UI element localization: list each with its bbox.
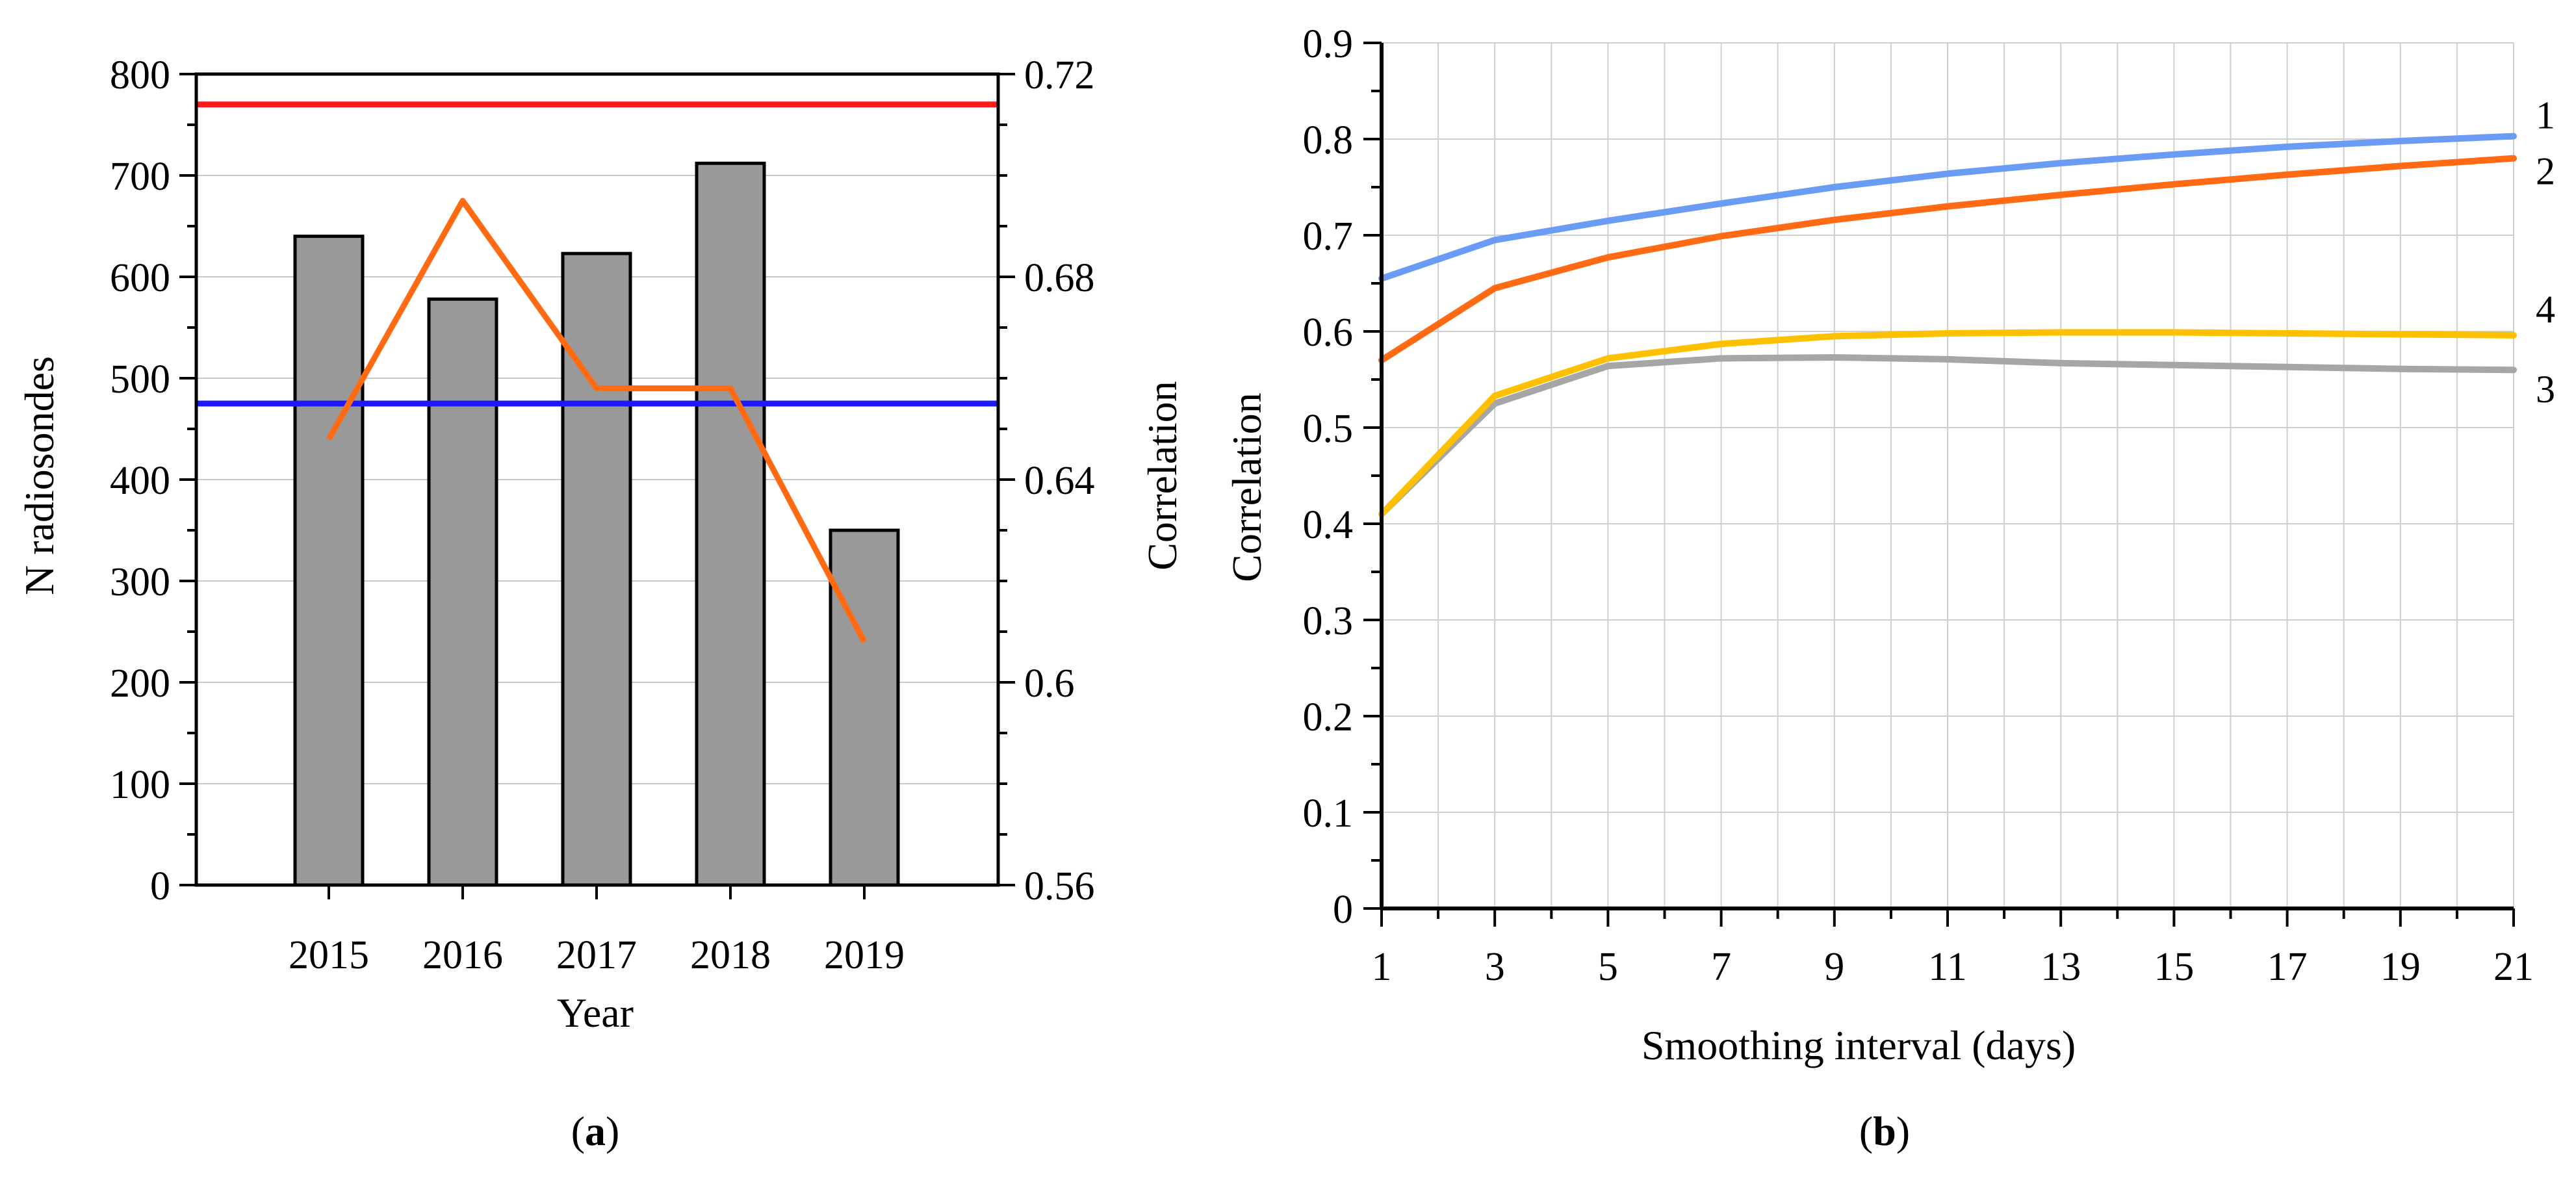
bar-2019: [829, 528, 900, 887]
series-label-2: 2: [2536, 150, 2555, 193]
y-tick-label: 100: [110, 763, 170, 807]
y-tick-label: 700: [110, 155, 170, 199]
panel-b-axes: [1363, 42, 2515, 927]
series-label-3: 3: [2536, 368, 2555, 411]
x-tick-label: 15: [2154, 945, 2194, 989]
bar-2017: [561, 251, 632, 887]
x-tick-label: 13: [2041, 945, 2081, 989]
panel-b-series-labels: 1 2 3 4: [2536, 94, 2555, 411]
x-tick-label: 11: [1928, 945, 1967, 989]
y2-tick-label: 0.68: [1024, 256, 1095, 300]
panel-b-tick-labels: 00.10.20.30.40.50.60.70.80.91 3 5 7 9 11 13 15 1…: [1303, 22, 2534, 989]
panel-a-axes: [179, 72, 1015, 899]
y-tick-label: 0: [150, 864, 170, 908]
series-line-2: [1378, 155, 2517, 364]
x-tick-label: 2016: [422, 933, 503, 977]
y-tick-label: 0.4: [1303, 503, 1354, 547]
bar-2015: [293, 235, 365, 887]
panel-b-caption-letter: b: [1873, 1108, 1896, 1154]
y-tick-label: 0.9: [1303, 22, 1354, 66]
panel-a-x-axis-title: Year: [557, 990, 634, 1036]
x-tick-label: 2019: [824, 933, 905, 977]
panel-a-reference-lines: [196, 101, 998, 407]
x-tick-label: 2017: [556, 933, 637, 977]
panel-b-x-axis-title: Smoothing interval (days): [1642, 1022, 2076, 1068]
panel-a-y2-axis-title: Correlation: [1139, 381, 1185, 570]
y2-tick-label: 0.72: [1024, 53, 1095, 97]
y-tick-label: 0.1: [1303, 791, 1354, 836]
x-tick-label: 7: [1711, 945, 1731, 989]
y-tick-label: 500: [110, 357, 170, 402]
y2-tick-label: 0.56: [1024, 864, 1095, 908]
y-tick-label: 0.6: [1303, 311, 1354, 355]
panel-b-caption: (b): [1859, 1108, 1910, 1154]
panel-a-correlation-line: [326, 198, 867, 643]
series-line-4: [1378, 329, 2517, 518]
y-tick-label: 300: [110, 560, 170, 604]
x-tick-label: 19: [2380, 945, 2421, 989]
series-label-1: 1: [2536, 94, 2555, 137]
y2-tick-label: 0.6: [1024, 662, 1075, 706]
bar-2016: [427, 297, 498, 887]
y-tick-label: 800: [110, 53, 170, 97]
panel-b-y-axis-title: Correlation: [1224, 393, 1270, 582]
series-line-1: [1378, 133, 2517, 282]
y2-tick-label: 0.64: [1024, 459, 1095, 503]
y-tick-label: 0.7: [1303, 214, 1354, 259]
x-tick-label: 5: [1598, 945, 1618, 989]
x-tick-label: 9: [1824, 945, 1844, 989]
x-tick-label: 17: [2267, 945, 2308, 989]
panel-a-caption-letter: a: [585, 1108, 606, 1154]
correlation-line: [326, 198, 867, 643]
y-tick-label: 600: [110, 256, 170, 300]
x-tick-label: 21: [2493, 945, 2534, 989]
panel-a-tick-labels: 0 100 200 300 400 500 600 700 800 0.56 0.6 0.64 0.68…: [110, 53, 1095, 977]
y-tick-label: 0: [1333, 888, 1353, 932]
y-tick-label: 0.3: [1303, 599, 1354, 643]
panel-a-bar-chart: 0 100 200 300 400 500 600 700 800 0.56 0.6 0.64 0.68…: [16, 53, 1185, 1154]
x-tick-label: 1: [1372, 945, 1392, 989]
panel-a-bars: [293, 161, 900, 887]
bar-2018: [695, 161, 766, 887]
x-tick-label: 3: [1485, 945, 1505, 989]
y-tick-label: 0.2: [1303, 695, 1354, 740]
panel-b-line-chart: 00.10.20.30.40.50.60.70.80.91 3 5 7 9 11 13 15 1…: [1224, 22, 2555, 1154]
series-label-4: 4: [2536, 288, 2555, 331]
series-line-3: [1378, 354, 2517, 518]
y-tick-label: 0.8: [1303, 118, 1354, 162]
panel-a-caption: (a): [571, 1108, 620, 1154]
y-tick-label: 400: [110, 459, 170, 503]
x-tick-label: 2018: [690, 933, 771, 977]
panel-a-y-axis-title: N radiosondes: [16, 356, 62, 595]
y-tick-label: 0.5: [1303, 407, 1354, 451]
x-tick-label: 2015: [289, 933, 369, 977]
panel-b-series-lines: [1378, 133, 2517, 518]
y-tick-label: 200: [110, 662, 170, 706]
